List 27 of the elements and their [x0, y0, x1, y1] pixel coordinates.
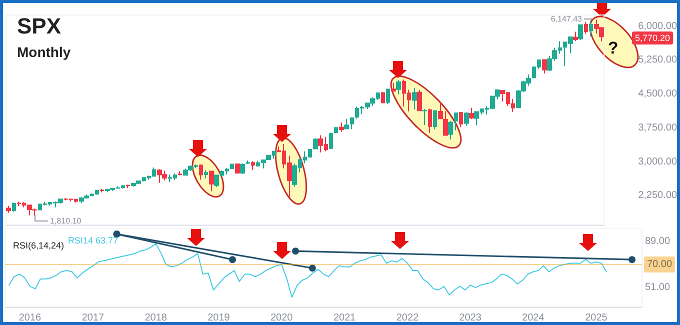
chart-title: SPX: [17, 14, 62, 38]
x-tick-label: 2018: [144, 312, 168, 324]
x-tick-label: 2016: [18, 312, 42, 324]
y-tick-label: 51.00: [645, 282, 670, 294]
x-tick-label: 2022: [396, 312, 420, 324]
annotation: 6,147.43: [550, 14, 583, 24]
x-tick-label: 2017: [82, 312, 105, 324]
ref-line-label: 70.00: [647, 258, 672, 270]
annotation: 1,810.10: [50, 216, 82, 226]
x-tick-label: 2020: [270, 312, 294, 324]
text: RSI(6,14,24): [13, 240, 64, 250]
y-tick-label: 5,250.00: [638, 54, 678, 66]
y-tick-label: 3,750.00: [638, 122, 678, 134]
y-tick-label: 2,250.00: [638, 190, 678, 202]
text: 5,770.20: [634, 33, 670, 43]
x-tick-label: 2021: [333, 312, 356, 324]
y-tick-label: 6,000.00: [638, 20, 678, 32]
y-tick-label: 89.00: [645, 236, 670, 247]
x-tick-label: 2019: [208, 312, 230, 324]
x-tick-label: 2025: [585, 312, 608, 324]
y-tick-label: 3,000.00: [638, 156, 678, 168]
y-tick-label: 4,500.00: [638, 88, 678, 100]
x-tick-label: 2024: [522, 312, 545, 324]
series-label: RSI14 63.77: [68, 236, 118, 246]
text: Monthly: [17, 44, 71, 60]
text: ?: [608, 38, 618, 58]
x-tick-label: 2023: [459, 312, 482, 324]
